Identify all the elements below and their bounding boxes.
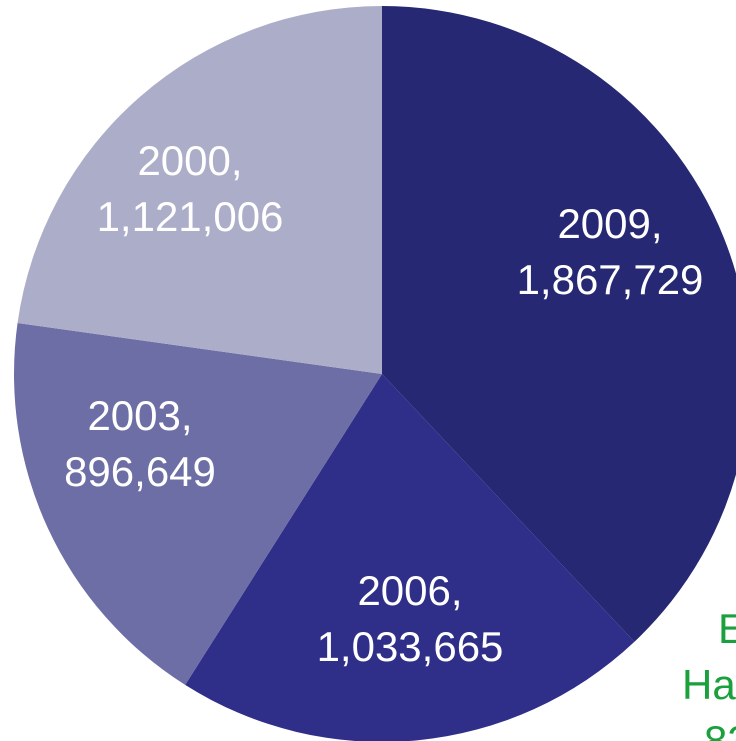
clipped-edge-label: E Hav 83 [682, 605, 736, 741]
slice-label-line: 1,033,665 [317, 623, 504, 670]
slice-label-line: 2000, [137, 137, 242, 184]
slice-label-2000: 2000, 1,121,006 [97, 137, 284, 240]
edge-label-line: E [718, 605, 736, 652]
slice-label-2006: 2006, 1,033,665 [317, 567, 504, 670]
slice-label-line: 2009, [557, 200, 662, 247]
slice-label-line: 2003, [87, 392, 192, 439]
slice-label-line: 1,867,729 [517, 256, 704, 303]
slice-label-2009: 2009, 1,867,729 [517, 200, 704, 303]
slice-label-line: 1,121,006 [97, 193, 284, 240]
pie-labels: 2009, 1,867,729 2006, 1,033,665 2003, 896,649… [64, 137, 703, 670]
edge-label-text: E Hav 83 [682, 605, 736, 741]
edge-label-line: 83 [704, 717, 736, 741]
slice-label-2003: 2003, 896,649 [64, 392, 216, 495]
slice-label-line: 896,649 [64, 448, 216, 495]
pie-slices [13, 6, 736, 741]
pie-slice-2003 [13, 323, 382, 685]
pie-slice-2000 [17, 6, 382, 374]
edge-label-line: Hav [682, 661, 736, 708]
slice-label-line: 2006, [357, 567, 462, 614]
pie-slice-2009 [382, 6, 736, 642]
pie-slice-2006 [185, 374, 635, 741]
